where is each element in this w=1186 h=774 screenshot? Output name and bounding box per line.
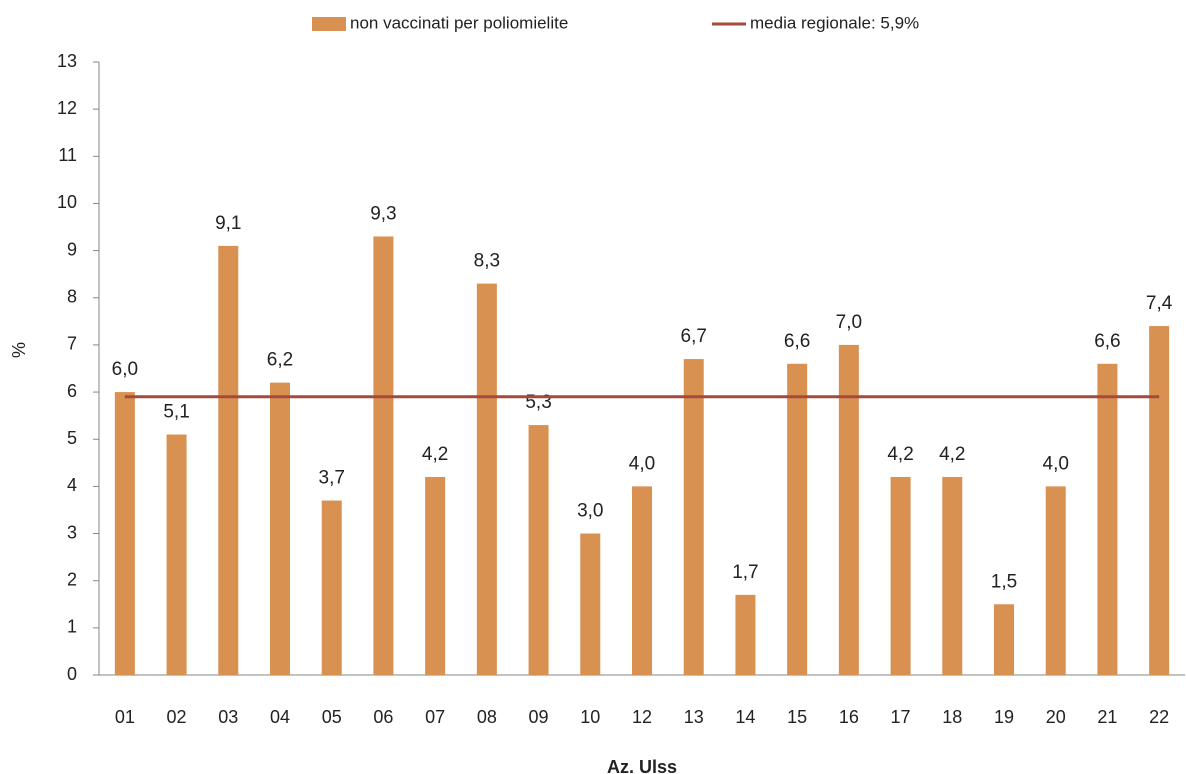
- data-label: 3,0: [577, 501, 603, 522]
- data-label: 6,0: [112, 359, 138, 380]
- bar: [890, 476, 911, 675]
- y-tick-label: 6: [67, 381, 77, 401]
- x-tick-label: 02: [167, 707, 187, 727]
- bar: [632, 486, 652, 675]
- x-tick-label: 01: [115, 707, 135, 727]
- data-label: 5,1: [163, 402, 189, 423]
- bar: [528, 425, 549, 675]
- data-label: 3,7: [319, 468, 345, 489]
- x-tick-label: 13: [684, 707, 704, 727]
- data-label: 4,2: [887, 444, 913, 465]
- bar: [580, 533, 601, 675]
- bar: [838, 344, 859, 675]
- data-label: 4,2: [422, 444, 448, 465]
- data-label: 9,1: [215, 213, 241, 234]
- legend-label: non vaccinati per poliomielite: [350, 13, 568, 32]
- data-label: 6,6: [784, 331, 810, 352]
- bar: [270, 382, 290, 675]
- bar: [735, 594, 756, 675]
- y-tick-label: 9: [67, 239, 77, 259]
- data-label: 4,0: [629, 453, 655, 474]
- y-tick-label: 3: [67, 522, 77, 542]
- y-tick-label: 11: [58, 145, 77, 165]
- bar: [994, 604, 1014, 675]
- data-label: 6,2: [267, 350, 293, 371]
- x-tick-label: 05: [322, 707, 342, 727]
- bar: [166, 434, 187, 675]
- y-tick-label: 12: [57, 98, 77, 118]
- bar: [1097, 363, 1118, 675]
- legend-label: media regionale: 5,9%: [750, 13, 919, 32]
- y-tick-label: 8: [67, 287, 77, 307]
- x-tick-label: 09: [529, 707, 549, 727]
- x-tick-label: 20: [1046, 707, 1066, 727]
- y-tick-label: 13: [57, 51, 77, 71]
- data-label: 4,0: [1043, 453, 1069, 474]
- legend-swatch: [312, 17, 346, 31]
- data-label: 8,3: [474, 251, 500, 272]
- bar: [425, 476, 446, 675]
- data-label: 7,4: [1146, 293, 1173, 314]
- y-tick-label: 1: [67, 617, 77, 637]
- bar: [1149, 326, 1170, 675]
- data-label: 1,7: [732, 562, 758, 583]
- x-tick-label: 12: [632, 707, 652, 727]
- x-tick-label: 03: [218, 707, 238, 727]
- bar: [114, 392, 135, 675]
- bar: [218, 245, 239, 675]
- x-tick-label: 15: [787, 707, 807, 727]
- data-label: 9,3: [370, 203, 396, 224]
- x-tick-label: 22: [1149, 707, 1169, 727]
- y-tick-label: 10: [57, 192, 77, 212]
- bar: [321, 500, 342, 675]
- x-tick-label: 16: [839, 707, 859, 727]
- x-tick-label: 14: [735, 707, 755, 727]
- bar: [373, 236, 394, 675]
- bar: [476, 283, 497, 675]
- data-label: 6,7: [681, 326, 707, 347]
- y-axis-label: %: [9, 342, 29, 358]
- bar: [683, 359, 704, 675]
- x-tick-label: 10: [580, 707, 600, 727]
- x-tick-label: 08: [477, 707, 497, 727]
- data-label: 7,0: [836, 312, 862, 333]
- data-label: 1,5: [991, 571, 1017, 592]
- y-tick-label: 7: [67, 334, 77, 354]
- y-tick-label: 4: [67, 475, 77, 495]
- bar: [942, 476, 963, 675]
- y-tick-label: 5: [67, 428, 77, 448]
- x-tick-label: 06: [373, 707, 393, 727]
- bar: [1045, 486, 1066, 675]
- data-label: 5,3: [525, 392, 551, 413]
- x-axis-label: Az. Ulss: [607, 757, 677, 774]
- x-tick-label: 04: [270, 707, 290, 727]
- data-label: 6,6: [1094, 331, 1120, 352]
- x-tick-label: 19: [994, 707, 1014, 727]
- x-tick-label: 21: [1097, 707, 1117, 727]
- x-tick-label: 18: [942, 707, 962, 727]
- y-tick-label: 2: [67, 569, 77, 589]
- data-label: 4,2: [939, 444, 965, 465]
- bar: [787, 363, 808, 675]
- y-tick-label: 0: [67, 664, 77, 684]
- x-tick-label: 17: [891, 707, 911, 727]
- x-tick-label: 07: [425, 707, 445, 727]
